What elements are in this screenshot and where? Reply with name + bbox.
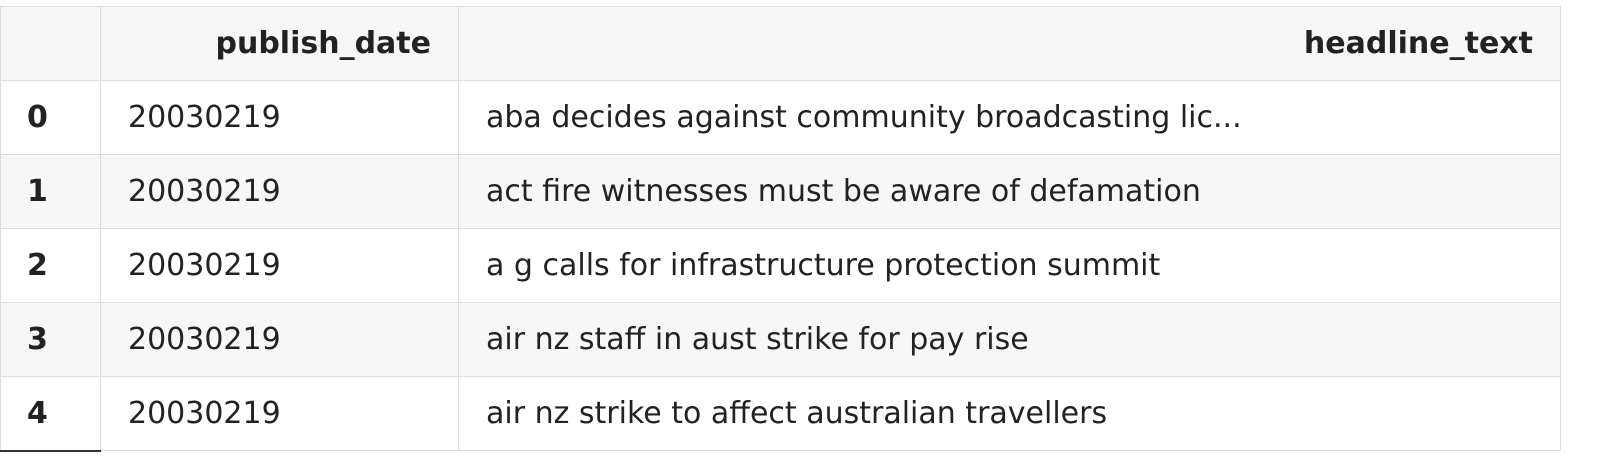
publish-date-cell: 20030219 (100, 376, 459, 451)
dataframe-container: publish_date headline_text 0 20030219 ab… (0, 6, 1608, 468)
headline-text-cell: air nz strike to affect australian trave… (458, 376, 1561, 451)
row-index: 2 (0, 228, 101, 303)
publish-date-cell: 20030219 (100, 154, 459, 229)
table-row: 4 20030219 air nz strike to affect austr… (0, 376, 1561, 452)
publish-date-cell: 20030219 (100, 228, 459, 303)
publish-date-column-header: publish_date (100, 6, 459, 81)
header-row: publish_date headline_text (0, 6, 1561, 81)
publish-date-cell: 20030219 (100, 80, 459, 155)
dataframe-table: publish_date headline_text 0 20030219 ab… (0, 6, 1561, 452)
publish-date-cell: 20030219 (100, 302, 459, 377)
row-index: 0 (0, 80, 101, 155)
headline-text-cell: aba decides against community broadcasti… (458, 80, 1561, 155)
table-header: publish_date headline_text (0, 6, 1561, 81)
row-index: 3 (0, 302, 101, 377)
index-column-header (0, 6, 101, 81)
table-row: 1 20030219 act fire witnesses must be aw… (0, 154, 1561, 229)
row-index: 1 (0, 154, 101, 229)
headline-text-cell: act fire witnesses must be aware of defa… (458, 154, 1561, 229)
table-row: 0 20030219 aba decides against community… (0, 80, 1561, 155)
table-body: 0 20030219 aba decides against community… (0, 80, 1561, 452)
table-row: 3 20030219 air nz staff in aust strike f… (0, 302, 1561, 377)
table-row: 2 20030219 a g calls for infrastructure … (0, 228, 1561, 303)
headline-text-cell: air nz staff in aust strike for pay rise (458, 302, 1561, 377)
headline-text-cell: a g calls for infrastructure protection … (458, 228, 1561, 303)
headline-text-column-header: headline_text (458, 6, 1561, 81)
row-index: 4 (0, 376, 101, 452)
